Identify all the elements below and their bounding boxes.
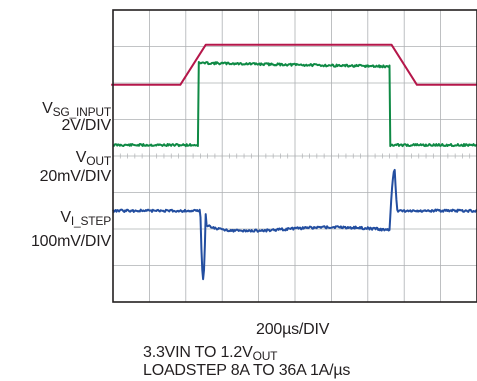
condition-line-1: 3.3VIN TO 1.2VOUT — [143, 344, 278, 363]
vi-step-label: VI_STEP — [60, 209, 111, 228]
vsg-input-trace — [111, 43, 477, 86]
vsg-input-scale: 2V/DIV — [61, 117, 112, 134]
grid — [112, 10, 477, 302]
vout-label: VOUT — [75, 149, 111, 168]
vsg-input-label: VSG_INPUT — [42, 100, 111, 119]
plot-frame — [112, 9, 477, 303]
traces — [111, 43, 477, 281]
vout-trace — [112, 61, 477, 148]
condition-line-2: LOADSTEP 8A TO 36A 1A/µs — [143, 362, 351, 379]
x-axis-label: 200µs/DIV — [256, 321, 330, 338]
vi-step-trace — [112, 168, 477, 281]
vout-scale: 20mV/DIV — [39, 168, 112, 185]
vi-step-scale: 100mV/DIV — [30, 233, 111, 250]
